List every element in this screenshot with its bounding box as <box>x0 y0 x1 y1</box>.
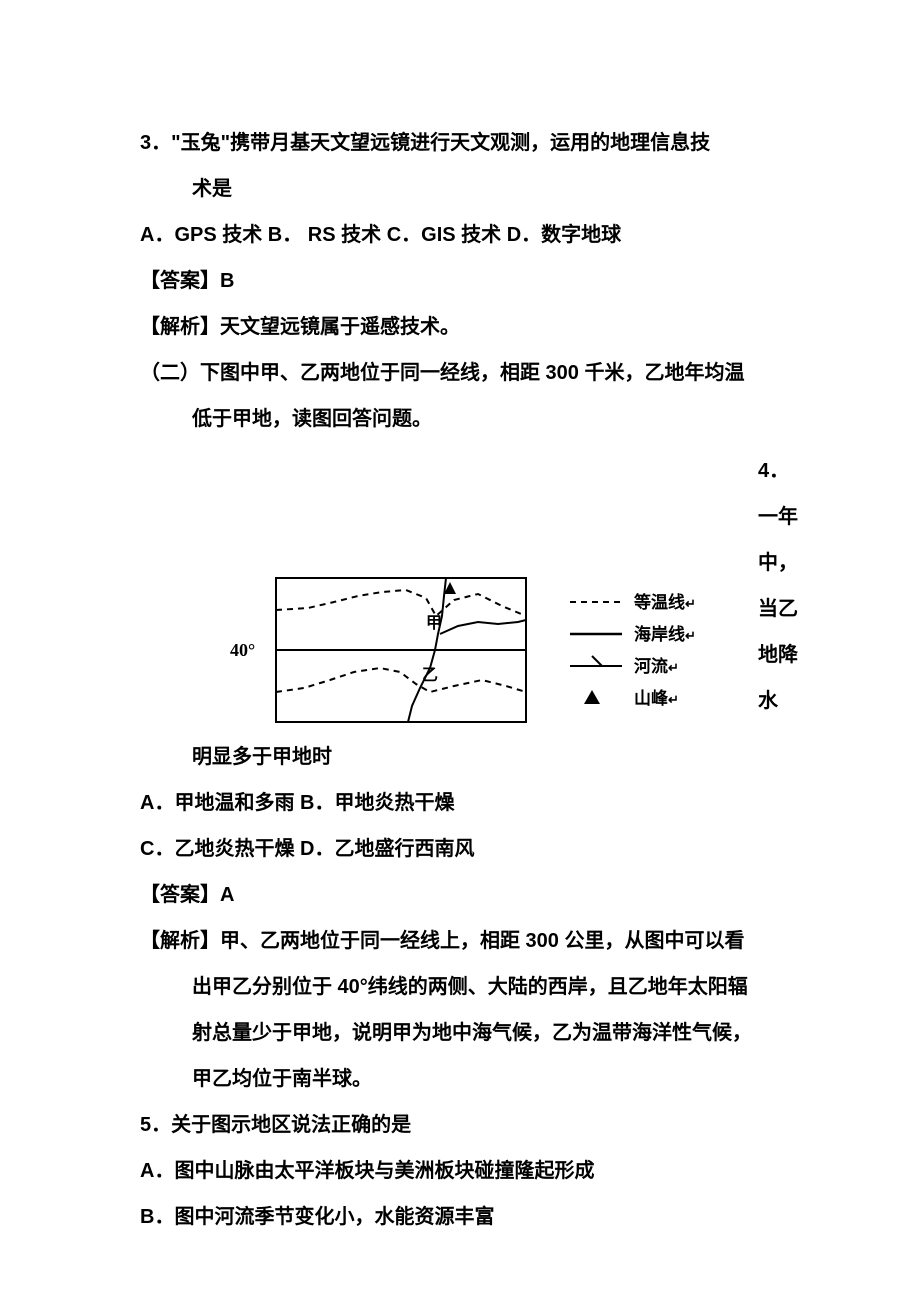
q4-explain-line1: 【解析】甲、乙两地位于同一经线上，相距 300 公里，从图中可以看 <box>140 918 805 964</box>
q4-answer: 【答案】A <box>140 872 805 918</box>
isotherm-upper <box>276 590 526 616</box>
q4-explain-line3: 射总量少于甲地，说明甲为地中海气候，乙为温带海洋性气候， <box>140 1010 805 1056</box>
isotherm-lower <box>276 668 526 692</box>
q3-number: 3． <box>140 132 171 154</box>
figure-row: 40° 甲 乙 等温线↵ 海岸线↵ <box>140 448 805 728</box>
legend-peak-marker <box>584 690 600 704</box>
q4-options-ab: A．甲地温和多雨 B．甲地炎热干燥 <box>140 780 805 826</box>
q5-stem: 5．关于图示地区说法正确的是 <box>140 1102 805 1148</box>
passage2-line2: 低于甲地，读图回答问题。 <box>140 396 805 442</box>
q4-stem-cont: 明显多于甲地时 <box>140 734 805 780</box>
label-40: 40° <box>230 640 255 660</box>
q3-options: A．GPS 技术 B． RS 技术 C．GIS 技术 D．数字地球 <box>140 212 805 258</box>
q4-stem-tail: 4．一年中，当乙地降水 <box>730 448 805 728</box>
q5-option-a: A．图中山脉由太平洋板块与美洲板块碰撞隆起形成 <box>140 1148 805 1194</box>
q4-explain-line4: 甲乙均位于南半球。 <box>140 1056 805 1102</box>
q3-answer: 【答案】B <box>140 258 805 304</box>
q5-option-b: B．图中河流季节变化小，水能资源丰富 <box>140 1194 805 1240</box>
map-figure: 40° 甲 乙 等温线↵ 海岸线↵ <box>230 572 730 728</box>
q3-explain: 【解析】天文望远镜属于遥感技术。 <box>140 304 805 350</box>
legend-river-marker <box>570 656 622 666</box>
q3-stem-line2: 术是 <box>140 166 805 212</box>
label-jia: 甲 <box>426 614 442 632</box>
label-yi: 乙 <box>422 667 438 684</box>
legend-coast-label: 海岸线↵ <box>634 624 696 644</box>
q4-options-cd: C．乙地炎热干燥 D．乙地盛行西南风 <box>140 826 805 872</box>
legend-river-label: 河流↵ <box>634 656 679 676</box>
q3-stem: 3．"玉兔"携带月基天文望远镜进行天文观测，运用的地理信息技 <box>140 120 805 166</box>
legend-isotherm-label: 等温线↵ <box>634 592 696 612</box>
passage2-line1: （二）下图中甲、乙两地位于同一经线，相距 300 千米，乙地年均温 <box>140 350 805 396</box>
map-svg: 40° 甲 乙 等温线↵ 海岸线↵ <box>230 572 730 728</box>
q4-explain-line2: 出甲乙分别位于 40°纬线的两侧、大陆的西岸，且乙地年太阳辐 <box>140 964 805 1010</box>
q3-stem-line1: "玉兔"携带月基天文望远镜进行天文观测，运用的地理信息技 <box>171 132 710 154</box>
legend-peak-label: 山峰↵ <box>634 688 679 708</box>
river-line <box>440 620 526 634</box>
